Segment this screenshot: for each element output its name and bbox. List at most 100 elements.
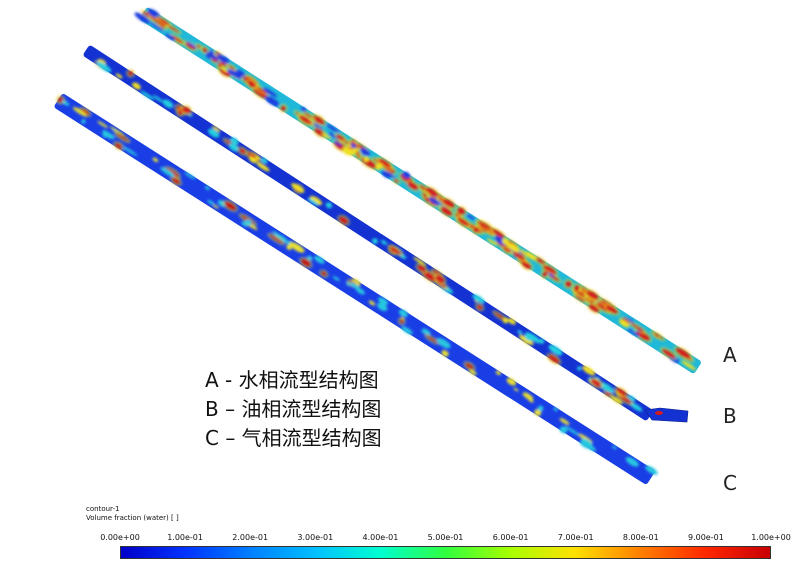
contour-patch <box>398 253 407 259</box>
colorbar-tick-label: 3.00e-01 <box>297 533 334 542</box>
contour-patch <box>457 217 470 226</box>
contour-rim <box>471 225 481 235</box>
contour-patch <box>368 300 376 306</box>
contour-rim <box>433 273 447 285</box>
pipe-a-label: A <box>723 343 737 367</box>
colorbar-name: contour-1 <box>86 505 120 513</box>
contour-patch <box>473 227 479 233</box>
contour-patch <box>140 90 155 100</box>
contour-patch <box>208 128 220 138</box>
contour-rim <box>169 33 186 46</box>
contour-patch <box>309 195 323 205</box>
contour-patch <box>96 61 112 73</box>
contour-patch <box>384 171 396 179</box>
contour-rim <box>237 146 248 156</box>
colorbar-tick-label: 6.00e-01 <box>492 533 529 542</box>
contour-patch <box>211 125 221 133</box>
contour-patch <box>103 130 116 139</box>
colorbar-tick-label: 1.00e+00 <box>751 533 791 542</box>
contour-patch <box>389 246 402 255</box>
contour-patch <box>171 177 181 185</box>
contour-patch <box>465 213 476 221</box>
contour-patch <box>623 316 635 326</box>
contour-rim <box>475 303 485 312</box>
contour-patch <box>611 445 617 450</box>
contour-patch <box>494 312 506 320</box>
contour-patch <box>502 317 509 324</box>
contour-rim <box>194 43 203 50</box>
contour-patch <box>224 201 237 211</box>
colorbar-tick-label: 5.00e-01 <box>427 533 464 542</box>
contour-rim <box>475 219 494 232</box>
contour-patch <box>342 147 355 156</box>
contour-patch <box>372 238 378 244</box>
contour-patch <box>196 44 201 49</box>
contour-patch <box>109 126 125 137</box>
colorbar <box>120 546 771 559</box>
contour-patch <box>219 68 231 77</box>
contour-patch <box>149 22 165 32</box>
contour-patch <box>204 185 210 190</box>
contour-rim <box>55 95 65 105</box>
contour-patch <box>525 332 541 344</box>
contour-patch <box>321 132 332 140</box>
contour-patch <box>81 119 86 124</box>
contour-patch <box>546 271 555 278</box>
contour-patch <box>115 73 123 79</box>
contour-rim <box>126 69 135 78</box>
contour-rim <box>387 244 404 257</box>
contour-patch <box>321 271 327 276</box>
contour-patch <box>522 392 534 401</box>
contour-patch <box>422 328 431 336</box>
contour-patch <box>517 330 523 335</box>
contour-rim <box>463 361 476 371</box>
contour-patch <box>375 163 383 170</box>
contour-patch <box>377 302 388 312</box>
contour-patch <box>184 172 196 180</box>
contour-patch <box>266 89 271 95</box>
contour-patch <box>128 70 134 76</box>
contour-patch <box>428 197 440 206</box>
contour-patch <box>609 395 623 405</box>
contour-patch <box>574 295 586 303</box>
contour-patch <box>336 134 345 141</box>
legend-line-b: B – 油相流型结构图 <box>205 397 382 421</box>
contour-patch <box>256 162 270 172</box>
colorbar-tick-label: 2.00e-01 <box>232 533 269 542</box>
contour-rim <box>519 259 534 271</box>
contour-rim <box>156 15 172 27</box>
contour-patch <box>502 238 510 245</box>
contour-patch <box>468 369 477 376</box>
contour-patch <box>512 251 526 261</box>
contour-patch <box>401 326 413 335</box>
contour-patch <box>627 328 640 337</box>
contour-patch <box>661 348 676 359</box>
contour-patch <box>339 216 348 224</box>
contour-patch <box>332 276 340 281</box>
contour-rim <box>299 257 313 269</box>
contour-patch <box>252 88 269 99</box>
contour-patch <box>629 402 643 412</box>
contour-patch <box>582 365 596 376</box>
contour-patch <box>636 330 651 341</box>
contour-rim <box>604 303 620 316</box>
contour-rim <box>586 302 602 315</box>
contour-patch <box>394 179 399 183</box>
contour-patch <box>617 394 632 404</box>
contour-patch <box>264 95 280 107</box>
contour-patch <box>165 33 175 41</box>
contour-patch <box>426 187 438 197</box>
contour-patch <box>588 304 600 313</box>
contour-patch <box>675 347 691 359</box>
contour-patch <box>185 42 196 50</box>
contour-rim <box>377 157 393 169</box>
colorbar-quantity: Volume fraction (water) [ ] <box>86 514 179 522</box>
contour-rim <box>169 176 183 186</box>
colorbar-tick-label: 7.00e-01 <box>557 533 594 542</box>
contour-patch <box>171 35 184 44</box>
contour-patch <box>528 398 534 403</box>
contour-patch <box>307 255 313 261</box>
contour-patch <box>325 123 340 134</box>
contour-patch <box>574 289 585 297</box>
contour-rim <box>420 191 429 199</box>
